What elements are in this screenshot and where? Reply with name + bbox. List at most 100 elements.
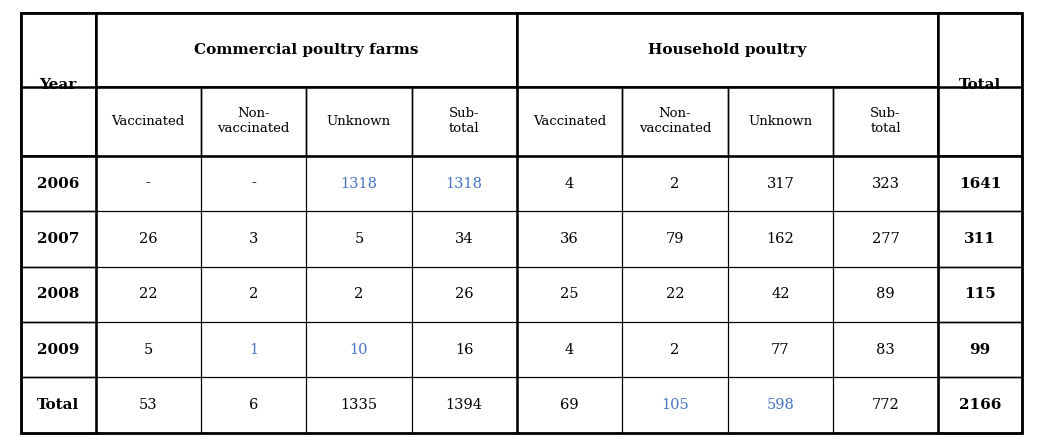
Bar [21, 156, 96, 211]
Text: Sub-
total: Sub- total [870, 107, 901, 135]
Bar [623, 156, 728, 211]
Bar [833, 156, 939, 211]
Bar [939, 211, 1022, 267]
Bar [201, 267, 307, 322]
Bar [833, 322, 939, 377]
Text: Total: Total [38, 398, 79, 412]
Text: 53: 53 [139, 398, 157, 412]
Text: 2007: 2007 [37, 232, 79, 246]
Text: 3: 3 [249, 232, 259, 246]
Bar [96, 322, 201, 377]
Bar [96, 377, 201, 433]
Text: 2: 2 [671, 343, 680, 357]
Text: Vaccinated: Vaccinated [533, 115, 606, 128]
Text: 22: 22 [665, 287, 684, 301]
Text: 1318: 1318 [445, 177, 483, 190]
Text: 277: 277 [872, 232, 899, 246]
Text: 2009: 2009 [37, 343, 79, 357]
Text: 5: 5 [144, 343, 153, 357]
Text: 2008: 2008 [37, 287, 79, 301]
Text: 2: 2 [355, 287, 364, 301]
Text: 4: 4 [565, 177, 575, 190]
Bar [833, 211, 939, 267]
Bar [728, 211, 833, 267]
Text: 26: 26 [139, 232, 157, 246]
Text: Vaccinated: Vaccinated [112, 115, 185, 128]
Bar [412, 322, 517, 377]
Text: -: - [146, 177, 150, 190]
Bar [728, 156, 833, 211]
Bar [412, 267, 517, 322]
Bar [623, 377, 728, 433]
Text: 16: 16 [455, 343, 474, 357]
Bar [517, 87, 623, 156]
Text: 105: 105 [661, 398, 688, 412]
Text: 1335: 1335 [340, 398, 378, 412]
Bar [412, 211, 517, 267]
Bar [307, 211, 412, 267]
Text: 89: 89 [876, 287, 895, 301]
Bar [307, 377, 412, 433]
Text: 83: 83 [876, 343, 895, 357]
Text: Non-
vaccinated: Non- vaccinated [638, 107, 711, 135]
Bar [96, 211, 201, 267]
Text: 2: 2 [249, 287, 259, 301]
Text: 69: 69 [560, 398, 579, 412]
Bar [728, 87, 833, 156]
Text: 77: 77 [771, 343, 790, 357]
Text: 4: 4 [565, 343, 575, 357]
Text: 6: 6 [249, 398, 259, 412]
Text: -: - [251, 177, 256, 190]
Text: Unknown: Unknown [748, 115, 812, 128]
Text: Commercial poultry farms: Commercial poultry farms [194, 43, 418, 57]
Text: 1: 1 [249, 343, 258, 357]
Text: 22: 22 [139, 287, 157, 301]
Bar [728, 377, 833, 433]
Bar [201, 211, 307, 267]
Bar [728, 267, 833, 322]
Text: 5: 5 [355, 232, 364, 246]
Text: Total: Total [960, 78, 1001, 91]
Bar [96, 267, 201, 322]
Bar [201, 322, 307, 377]
Bar [833, 267, 939, 322]
Bar [96, 13, 517, 87]
Text: 311: 311 [965, 232, 996, 246]
Text: 317: 317 [767, 177, 794, 190]
Bar [201, 87, 307, 156]
Bar [21, 322, 96, 377]
Text: 323: 323 [872, 177, 900, 190]
Text: Year: Year [40, 78, 77, 91]
Text: 99: 99 [970, 343, 991, 357]
Bar [412, 377, 517, 433]
Text: 2: 2 [671, 177, 680, 190]
Text: 26: 26 [455, 287, 474, 301]
Bar [517, 377, 623, 433]
Text: 162: 162 [767, 232, 794, 246]
Bar [939, 156, 1022, 211]
Bar [517, 211, 623, 267]
Bar [517, 267, 623, 322]
Bar [21, 267, 96, 322]
Bar [96, 87, 201, 156]
Text: 79: 79 [665, 232, 684, 246]
Text: Household poultry: Household poultry [649, 43, 807, 57]
Bar [307, 322, 412, 377]
Text: 1394: 1394 [445, 398, 483, 412]
Bar [412, 87, 517, 156]
Text: 10: 10 [349, 343, 368, 357]
Bar [939, 322, 1022, 377]
Text: 598: 598 [767, 398, 794, 412]
Text: 115: 115 [965, 287, 996, 301]
Bar [21, 211, 96, 267]
Text: 2166: 2166 [959, 398, 1001, 412]
Text: 772: 772 [872, 398, 899, 412]
Bar [517, 13, 939, 87]
Bar [201, 156, 307, 211]
Bar [307, 267, 412, 322]
Bar [517, 322, 623, 377]
Text: Unknown: Unknown [326, 115, 391, 128]
Text: Sub-
total: Sub- total [448, 107, 480, 135]
Bar [623, 211, 728, 267]
Text: 34: 34 [455, 232, 474, 246]
